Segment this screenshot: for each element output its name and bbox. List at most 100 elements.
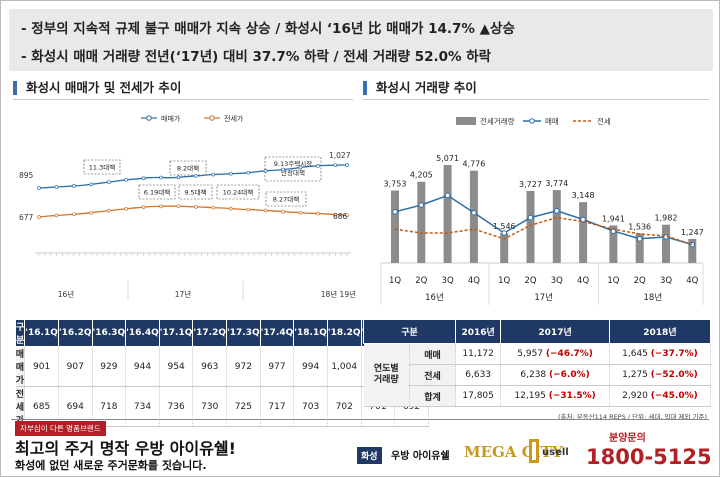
series-0-point-21 [159,175,163,180]
table-cell: 17,805 [455,385,502,407]
volume-change: (−46.7%) [545,349,593,359]
series-1-point-18 [141,205,146,209]
sale-line [394,194,693,246]
volume-chart-legend: 전세거래량 매매 전세 [456,116,611,126]
table-cell: 972 [226,346,261,387]
price-trend-underline [13,99,353,100]
sale-point-4 [501,230,507,236]
table-cell: 6,633 [455,364,502,386]
series-1-point-9 [89,210,94,215]
series-0-point-33 [228,171,233,176]
series-0-point-9 [89,182,94,187]
jeonse-start-label: 677 [19,213,34,222]
volume-table-header: 구분 2016년 2017년 2018년 [363,319,712,344]
annotation-label-3: 9.5대책 [184,188,206,197]
price-table-header-cell-1: '16.1Q [24,319,59,347]
volume-bar-8 [609,225,618,263]
sale-point-1 [418,202,425,208]
volume-change: (−37.7%) [650,349,698,359]
volume-table-header-cell-0: 구분 [363,319,456,344]
table-cell: 963 [192,346,228,387]
legend-marker-0 [146,115,152,121]
volume-change: (−31.5%) [548,391,596,401]
volume-bar-1 [417,181,426,263]
series-0-point-36 [246,170,251,175]
series-1-point-51 [333,212,338,217]
annotation-label-2: 6.19대책 [144,188,170,197]
series-1-point-12 [106,208,111,213]
legend-sale-label: 매매 [545,117,559,126]
annotation-box-0 [83,159,121,175]
volume-value: 6,238 [520,370,550,380]
table-cell: 929 [92,346,127,387]
volume-change: (−52.0%) [650,370,698,380]
annotation-label-1: 8.2대책 [177,164,199,173]
table-cell: 718 [92,386,127,427]
annotation-label-5-1: 안정대책 [281,168,305,177]
series-1-point-45 [298,210,303,215]
volume-quarter-label-3: 4Q [468,276,480,286]
series-1-point-27 [194,205,198,209]
series-1-point-3 [54,213,59,218]
price-year-label-3: 19년 [340,289,356,299]
table-cell: 730 [192,386,228,427]
series-0-point-3 [54,185,59,189]
price-start-label: 895 [19,171,34,180]
brand-name: 우방 아이유쉘 [391,451,450,462]
volume-bar-label-10: 1,982 [655,214,678,223]
inquiry-phone: 1800-5125 [586,445,712,469]
table-cell: 1,645 (−37.7%) [609,343,712,365]
price-lines: 895 1,027 677 686 [19,151,351,222]
price-trend-chart: 매매가 전세가 11.3대책 8.2대책 6.19대책 9.5대책 10.24대책 9.13… [19,114,356,301]
legend-sale-marker [529,118,535,124]
volume-value: 1,645 [622,349,651,359]
volume-bar-label-1: 4,205 [410,171,433,180]
table-cell: 2,920 (−45.0%) [609,385,712,407]
sale-point-0 [392,208,398,215]
jeonse-end-label: 686 [333,212,348,221]
price-table-header-cell-10: '18.2Q [326,319,362,347]
table-cell: 994 [293,346,328,387]
annotation-box-2 [138,184,176,200]
price-x-axis: 16년 17년 18년 19년 [35,252,356,301]
volume-bar-2 [443,165,452,263]
source-note: (출처: 부동산114 REPS / 단위: 세대, 입대 제외 기준) [557,413,707,421]
table-cell: 736 [159,386,194,427]
volume-bar-7 [579,202,588,263]
row-header: 매매 [409,343,456,365]
table-row: 전세가685694718734736730725717703702701692 [15,386,429,427]
price-end-label: 1,027 [329,151,351,160]
volume-bar-3 [469,170,478,263]
price-table-header-cell-5: '17.1Q [158,319,194,347]
volume-quarter-label-11: 4Q [686,276,698,286]
volume-group-label: 연도별 거래량 [363,343,410,407]
table-row: 연도별 거래량 매매 11,172 5,957 (−46.7%) 1,645 (−37.… [363,343,712,407]
table-cell: 685 [24,386,59,427]
series-0-point-0 [37,186,41,190]
table-row: 전세 6,633 6,238 (−6.0%) 1,275 (−52.0%) [364,364,712,386]
row-header: 매매가 [15,346,26,387]
headline-line-1: - 정부의 지속적 규제 불구 매매가 지속 상승 / 화성시 ‘16년 比 매… [21,21,515,37]
series-0-point-6 [72,184,76,188]
table-cell: 702 [327,386,362,427]
series-0-point-48 [316,164,320,168]
volume-x-axis: 1Q 2Q 3Q 4Q 1Q 2Q 3Q 4Q 1Q 2Q 3Q 4Q 16년 17년 18년 [380,262,704,305]
volume-lines [392,192,696,248]
volume-change: (−45.0%) [650,391,698,401]
volume-value: 5,957 [517,349,546,359]
volume-table-header-cell-1: 2016년 [454,319,502,344]
table-cell: 907 [58,346,93,387]
table-cell: 901 [24,346,59,387]
sale-point-3 [471,209,477,216]
brand-region-badge: 화성 [357,447,382,464]
table-cell: 944 [125,346,160,387]
legend-label-0: 매매가 [161,114,181,123]
sale-point-5 [527,214,534,221]
series-1-point-33 [228,206,233,211]
series-1-point-53 [345,213,349,218]
inquiry-label: 분양문의 [609,433,646,444]
table-cell: 1,275 (−52.0%) [609,364,712,386]
price-year-label-2: 18년 [321,289,338,299]
